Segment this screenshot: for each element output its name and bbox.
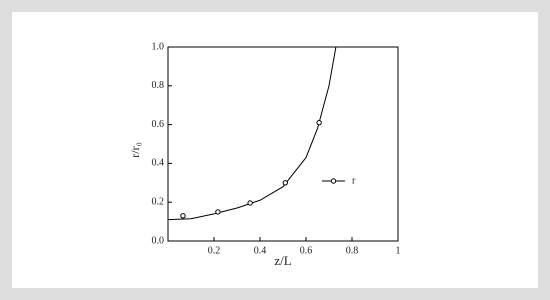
marker (282, 180, 288, 186)
y-tick-label: 0.4 (152, 158, 165, 169)
y-axis-label: r/r₀ (128, 142, 142, 158)
marker (215, 209, 221, 215)
x-tick-label: 1 (396, 245, 401, 256)
x-tick-label: 0.2 (208, 245, 221, 256)
x-tick-label: 0.4 (254, 245, 267, 256)
legend-marker (330, 178, 337, 184)
marker (247, 200, 253, 206)
x-axis-label: z/L (274, 253, 291, 268)
x-tick-label: 0.8 (346, 245, 359, 256)
legend-label: r (352, 175, 356, 186)
y-tick-label: 0.0 (152, 235, 165, 246)
marker (180, 213, 186, 219)
y-tick-label: 1.0 (152, 41, 165, 52)
series-line (167, 46, 337, 221)
y-tick-label: 0.6 (152, 119, 165, 130)
x-tick-label: 0.6 (300, 245, 313, 256)
marker (316, 119, 322, 126)
y-tick-label: 0.8 (152, 80, 165, 91)
y-tick-label: 0.2 (152, 196, 165, 207)
panel (12, 12, 538, 288)
plot-frame (167, 46, 399, 242)
